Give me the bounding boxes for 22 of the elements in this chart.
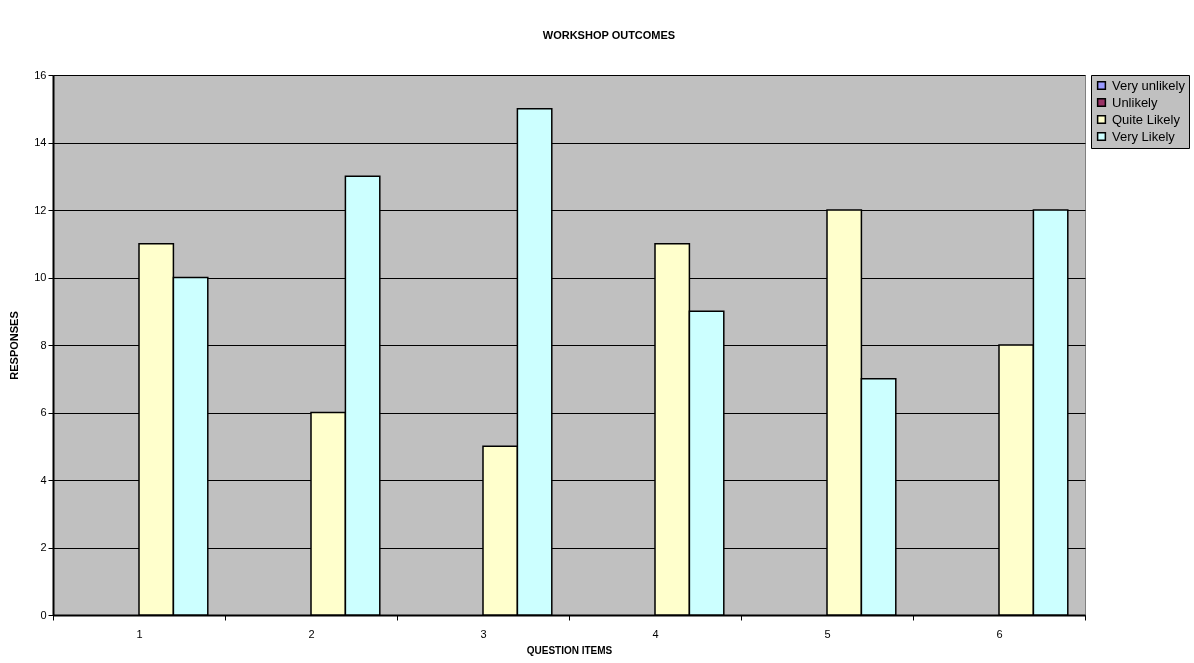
x-tick-label: 5 [824, 627, 831, 640]
y-tick-label: 8 [40, 338, 47, 351]
legend-label: Quite Likely [1112, 111, 1181, 127]
y-tick-label: 16 [34, 68, 47, 81]
x-axis-title: QUESTION ITEMS [526, 644, 613, 656]
y-tick-label: 0 [40, 608, 47, 621]
y-tick-label: 4 [40, 473, 47, 486]
x-tick-label: 6 [996, 627, 1003, 640]
x-tick-label: 1 [136, 627, 143, 640]
y-tick-label: 10 [34, 271, 47, 283]
legend-label: Very Likely [1112, 128, 1176, 144]
legend-label: Very unlikely [1112, 77, 1186, 93]
y-tick-label: 14 [34, 136, 47, 148]
chart-title: WORKSHOP OUTCOMES [542, 29, 676, 41]
x-tick-label: 4 [652, 627, 659, 640]
y-tick-label: 2 [40, 541, 47, 553]
y-tick-label: 6 [40, 406, 47, 418]
y-tick-label: 12 [34, 203, 47, 216]
x-tick-label: 3 [480, 627, 487, 640]
y-axis-title: RESPONSES [8, 311, 21, 380]
x-tick-label: 2 [308, 627, 315, 640]
legend-label: Unlikely [1112, 94, 1159, 110]
